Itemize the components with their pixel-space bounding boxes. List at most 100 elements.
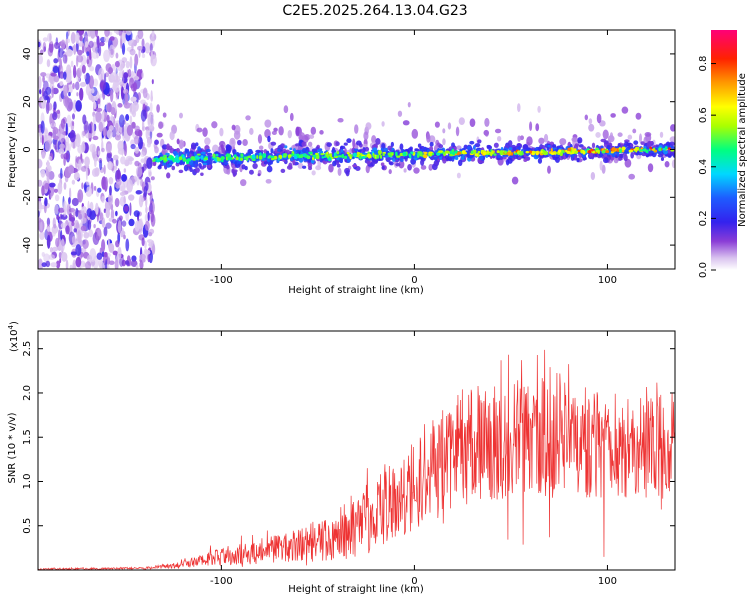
heatmap-cell bbox=[114, 258, 119, 269]
heatmap-cell bbox=[123, 142, 128, 157]
heatmap-cell bbox=[212, 144, 219, 154]
heatmap-cell bbox=[166, 143, 170, 151]
heatmap-cell bbox=[123, 205, 129, 212]
heatmap-cell bbox=[105, 258, 108, 269]
heatmap-cell bbox=[126, 124, 134, 136]
heatmap-cell bbox=[50, 40, 53, 45]
heatmap-cell bbox=[628, 173, 636, 180]
heatmap-cell bbox=[388, 154, 393, 158]
heatmap-cell bbox=[88, 229, 94, 238]
heatmap-cell bbox=[101, 196, 105, 204]
heatmap-cell bbox=[611, 147, 616, 152]
heatmap-cell bbox=[114, 122, 119, 133]
heatmap-cell bbox=[366, 160, 371, 165]
heatmap-cell bbox=[363, 131, 369, 141]
heatmap-cell bbox=[277, 157, 281, 161]
heatmap-cell bbox=[429, 141, 434, 147]
heatmap-cell bbox=[50, 72, 57, 77]
heatmap-cell bbox=[267, 135, 271, 143]
heatmap-cell bbox=[609, 132, 614, 140]
heatmap-cell bbox=[596, 113, 602, 124]
heatmap-cell bbox=[97, 228, 102, 237]
heatmap-cell bbox=[60, 39, 66, 50]
heatmap-cell bbox=[77, 144, 84, 154]
heatmap-cell bbox=[116, 130, 120, 136]
heatmap-cell bbox=[516, 142, 522, 147]
heatmap-cell bbox=[311, 170, 316, 176]
heatmap-cell bbox=[340, 149, 344, 153]
heatmap-cell bbox=[103, 208, 107, 213]
heatmap-cell bbox=[84, 182, 87, 194]
heatmap-cell bbox=[165, 152, 170, 156]
heatmap-cell bbox=[85, 166, 88, 181]
heatmap-cell bbox=[106, 102, 112, 113]
heatmap-cell bbox=[140, 158, 146, 163]
heatmap-cell bbox=[115, 210, 118, 217]
heatmap-cell bbox=[554, 156, 560, 163]
heatmap-cell bbox=[129, 56, 133, 69]
heatmap-cell bbox=[46, 217, 51, 227]
heatmap-cell bbox=[108, 125, 114, 131]
heatmap-cell bbox=[110, 106, 116, 116]
heatmap-cell bbox=[38, 158, 43, 169]
heatmap-cell bbox=[411, 128, 419, 139]
heatmap-cell bbox=[205, 148, 211, 153]
heatmap-cell bbox=[367, 158, 373, 161]
heatmap-cell bbox=[115, 60, 120, 68]
heatmap-cell bbox=[75, 244, 82, 257]
heatmap-cell bbox=[540, 150, 543, 154]
heatmap-cell bbox=[508, 147, 513, 151]
heatmap-cell bbox=[120, 185, 126, 192]
heatmap-cell bbox=[141, 237, 145, 247]
heatmap-cell bbox=[103, 226, 108, 237]
heatmap-cell bbox=[532, 151, 537, 154]
heatmap-cell bbox=[99, 212, 104, 221]
heatmap-cell bbox=[149, 102, 153, 113]
heatmap-cell bbox=[399, 157, 404, 162]
heatmap-cell bbox=[89, 30, 96, 39]
heatmap-cell bbox=[187, 151, 190, 157]
heatmap-cell bbox=[588, 123, 595, 132]
heatmap-cell bbox=[71, 235, 76, 244]
heatmap-cell bbox=[43, 80, 49, 91]
heatmap-cell bbox=[63, 95, 70, 107]
heatmap-cell bbox=[75, 100, 82, 112]
heatmap-cell bbox=[76, 92, 79, 97]
snr-scale-base: (x10 bbox=[9, 329, 20, 352]
heatmap-cell bbox=[66, 49, 73, 57]
heatmap-cell bbox=[123, 72, 129, 79]
heatmap-cell bbox=[484, 117, 490, 127]
heatmap-cell bbox=[141, 38, 145, 49]
heatmap-cell bbox=[147, 239, 153, 244]
heatmap-cell bbox=[96, 252, 103, 260]
heatmap-cell bbox=[331, 149, 337, 153]
heatmap-cell bbox=[321, 156, 325, 159]
heatmap-cell bbox=[82, 239, 89, 249]
heatmap-cell bbox=[611, 152, 616, 158]
heatmap-cell bbox=[84, 41, 89, 48]
heatmap-cell bbox=[142, 87, 148, 99]
snr-y-tick-label: 1.5 bbox=[22, 429, 33, 445]
heatmap-cell bbox=[68, 187, 72, 201]
heatmap-cell bbox=[190, 142, 196, 150]
heatmap-cell bbox=[215, 153, 219, 157]
heatmap-cell bbox=[648, 148, 651, 152]
heatmap-cell bbox=[129, 104, 136, 115]
heatmap-cell bbox=[582, 157, 587, 161]
heatmap-cell bbox=[115, 182, 120, 189]
heatmap-cell bbox=[141, 71, 144, 79]
heatmap-cell bbox=[175, 158, 178, 163]
heatmap-cell bbox=[339, 158, 344, 164]
heatmap-cell bbox=[332, 160, 337, 167]
heatmap-cell bbox=[68, 197, 71, 205]
heatmap-cell bbox=[178, 156, 183, 161]
colorbar-tick-label: 0.8 bbox=[698, 56, 709, 72]
heatmap-cell bbox=[169, 131, 175, 141]
heatmap-cell bbox=[118, 30, 123, 37]
heatmap-cell bbox=[98, 44, 102, 57]
heatmap-cell bbox=[460, 155, 465, 161]
heatmap-cell bbox=[59, 143, 66, 150]
heatmap-cell bbox=[257, 173, 261, 177]
heatmap-cell bbox=[104, 176, 108, 191]
spectrogram-y-tick-label: 40 bbox=[22, 48, 33, 61]
